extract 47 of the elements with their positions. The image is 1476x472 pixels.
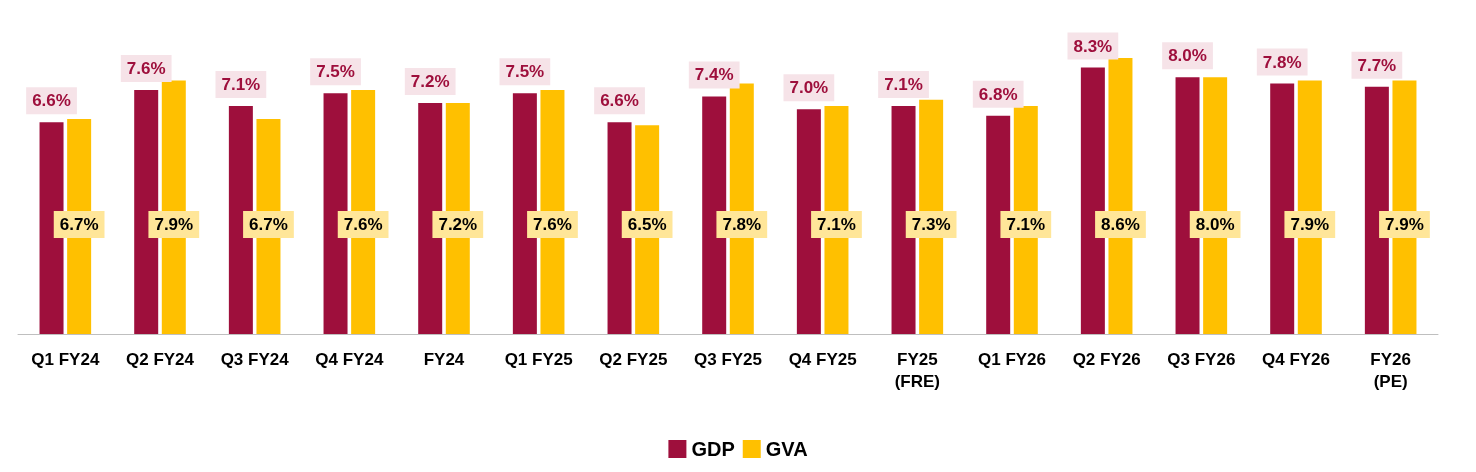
x-tick-label: Q2 FY25 (599, 349, 668, 369)
data-label: 7.7% (1357, 55, 1397, 75)
data-label: 7.6% (126, 59, 166, 79)
x-tick-label: Q2 FY24 (125, 349, 195, 369)
data-label: 6.5% (627, 215, 667, 234)
data-label: 7.8% (1262, 52, 1302, 72)
x-tick-label: FY25 (FRE) (894, 349, 940, 391)
x-tick-label: Q1 FY26 (977, 349, 1047, 369)
x-tick-label: Q4 FY26 (1261, 349, 1331, 369)
legend-label: GDP (691, 438, 735, 460)
data-label: 7.6% (533, 215, 572, 234)
data-label: 7.6% (343, 215, 383, 234)
data-label: 6.6% (32, 91, 71, 111)
data-label: 8.6% (1101, 215, 1140, 234)
x-tick-label: Q3 FY26 (1167, 349, 1236, 369)
data-label: 7.1% (221, 75, 261, 95)
data-label: 7.8% (722, 215, 762, 234)
x-tick-label: Q3 FY24 (220, 349, 290, 369)
data-label: 7.1% (1006, 215, 1046, 234)
x-tick-label: Q3 FY25 (693, 349, 763, 369)
data-label: 7.9% (1290, 215, 1330, 234)
data-label: 7.3% (911, 215, 951, 234)
x-tick-label: Q2 FY26 (1072, 349, 1141, 369)
data-label: 7.5% (316, 62, 355, 82)
data-label: 7.2% (410, 71, 450, 91)
legend-label: GVA (765, 438, 808, 460)
x-tick-label: FY24 (423, 349, 465, 369)
data-label: 6.6% (600, 91, 639, 111)
data-label: 7.4% (694, 65, 734, 85)
x-tick-label: Q4 FY24 (315, 349, 384, 369)
data-label: 6.7% (59, 215, 99, 234)
x-tick-label: Q1 FY25 (504, 349, 573, 369)
data-label: 7.0% (789, 78, 829, 98)
data-label: 8.0% (1195, 215, 1235, 234)
data-label: 7.2% (438, 215, 478, 234)
data-label: 7.9% (1385, 215, 1424, 234)
data-label: 7.1% (884, 75, 923, 95)
data-label: 8.3% (1073, 36, 1113, 56)
data-label: 7.5% (505, 62, 545, 82)
data-label: 6.8% (978, 84, 1018, 104)
x-tick-label: FY26 (PE) (1370, 349, 1411, 391)
x-tick-label: Q4 FY25 (788, 349, 857, 369)
x-tick-label: Q1 FY24 (31, 349, 100, 369)
data-label: 7.1% (817, 215, 856, 234)
data-label: 8.0% (1168, 46, 1207, 66)
data-label: 7.9% (154, 215, 194, 234)
data-label: 6.7% (249, 215, 288, 234)
